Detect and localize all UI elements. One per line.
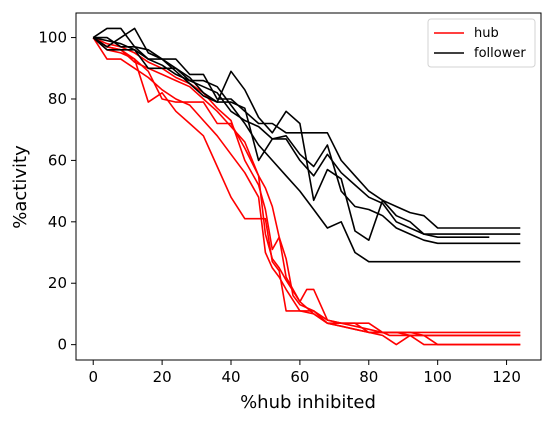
y-tick-label-0: 0 xyxy=(57,336,67,354)
y-tick-label-2: 40 xyxy=(48,213,67,231)
legend-box xyxy=(427,18,536,68)
legend-follower-label: follower xyxy=(474,46,526,61)
x-axis-ticks: 0 20 40 60 80 100 120 xyxy=(88,360,521,386)
x-tick-label-4: 80 xyxy=(359,368,378,386)
legend-hub-label: hub xyxy=(474,26,499,41)
follower-series-line-5 xyxy=(92,27,521,229)
y-tick-label-4: 80 xyxy=(48,90,67,108)
hub-series-line-3 xyxy=(92,37,521,346)
hub-series-line-2 xyxy=(92,36,521,334)
y-tick-label-1: 20 xyxy=(48,274,67,292)
y-axis-ticks: 0 20 40 60 80 100 xyxy=(38,29,76,354)
y-tick-label-5: 100 xyxy=(38,29,67,47)
x-tick-label-5: 100 xyxy=(423,368,452,386)
y-axis-label: %activity xyxy=(10,145,31,229)
x-tick-label-6: 120 xyxy=(492,368,521,386)
legend: hub follower xyxy=(427,18,536,68)
follower-series-line-8 xyxy=(92,27,490,241)
hub-series-line-4 xyxy=(92,36,521,346)
x-tick-label-0: 0 xyxy=(88,368,98,386)
x-tick-label-2: 40 xyxy=(221,368,240,386)
plot-frame xyxy=(75,12,542,361)
x-axis-label: %hub inhibited xyxy=(240,392,376,413)
y-tick-label-3: 60 xyxy=(48,151,67,169)
follower-series-line-9 xyxy=(93,36,521,245)
x-tick-label-3: 60 xyxy=(290,368,309,386)
follower-series-line-7 xyxy=(92,37,521,263)
series-lines xyxy=(92,27,521,346)
x-tick-label-1: 20 xyxy=(153,368,172,386)
